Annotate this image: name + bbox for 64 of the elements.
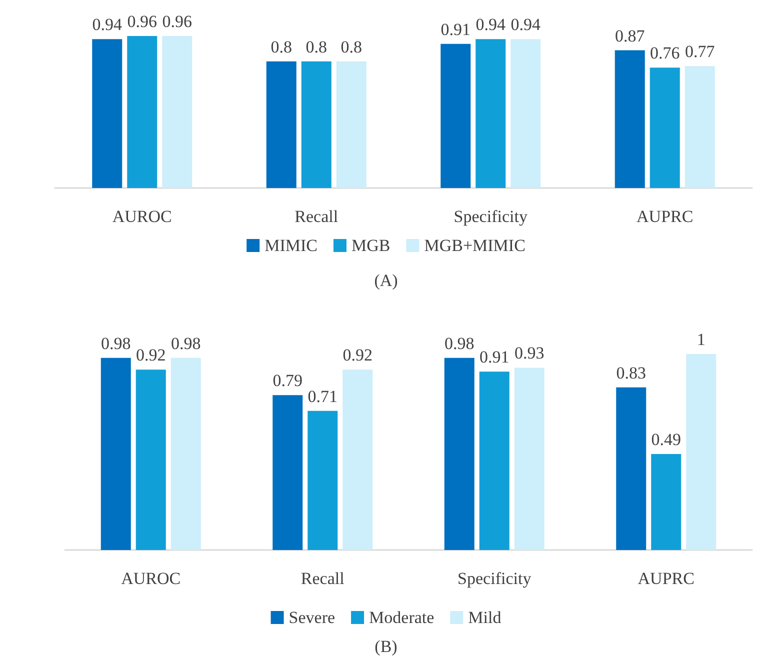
data-label: 0.8 xyxy=(270,37,292,56)
data-label: 0.94 xyxy=(510,15,541,34)
bar xyxy=(92,39,122,188)
bar xyxy=(336,61,366,188)
data-label: 0.94 xyxy=(476,15,506,34)
data-label: 0.79 xyxy=(272,371,302,390)
data-label: 0.92 xyxy=(342,346,372,365)
data-label: 0.8 xyxy=(340,37,362,56)
bar xyxy=(684,66,715,188)
data-label: 0.92 xyxy=(136,346,166,365)
legend-label: MGB xyxy=(351,236,390,255)
data-label: 0.8 xyxy=(306,37,327,56)
data-label: 0.98 xyxy=(101,334,131,353)
legend-label: Moderate xyxy=(369,608,434,627)
bar xyxy=(476,39,506,188)
bar xyxy=(301,61,332,188)
data-label: 0.98 xyxy=(171,334,201,353)
bar xyxy=(614,50,645,188)
bar xyxy=(514,368,544,550)
data-label: 0.76 xyxy=(650,44,680,63)
bar xyxy=(444,358,474,550)
legend-label: Severe xyxy=(288,608,336,627)
data-label: 0.91 xyxy=(440,20,470,39)
x-tick-label: AUPRC xyxy=(638,569,694,588)
text: (A) xyxy=(374,271,398,290)
bar xyxy=(616,387,646,550)
legend-label: Mild xyxy=(468,608,502,627)
bar xyxy=(272,395,303,550)
legend-label: MGB+MIMIC xyxy=(424,236,526,255)
x-tick-label: AUROC xyxy=(121,569,181,588)
data-label: 0.87 xyxy=(615,26,646,46)
data-label: 1 xyxy=(696,330,706,349)
x-tick-label: Recall xyxy=(294,207,338,226)
data-label: 0.71 xyxy=(308,386,338,406)
bar xyxy=(479,372,510,550)
bar xyxy=(686,354,716,550)
bar xyxy=(308,410,338,550)
data-label: 0.49 xyxy=(651,430,681,449)
data-label: 0.77 xyxy=(685,42,716,62)
data-label: 0.94 xyxy=(92,15,122,34)
x-tick-label: Specificity xyxy=(458,569,532,588)
bar xyxy=(266,61,296,188)
bar xyxy=(510,39,541,188)
legend-label: MIMIC xyxy=(264,236,318,255)
data-label: 0.93 xyxy=(514,344,544,363)
bar xyxy=(136,370,166,550)
bar xyxy=(127,36,158,188)
bar xyxy=(100,358,131,550)
bar xyxy=(650,68,680,188)
bar xyxy=(170,358,201,550)
bar xyxy=(651,454,682,550)
bar xyxy=(342,370,373,550)
bar xyxy=(162,36,192,188)
x-tick-label: Specificity xyxy=(454,207,528,226)
data-label: 0.96 xyxy=(127,12,157,31)
data-label: 0.98 xyxy=(444,334,474,353)
data-label: 0.91 xyxy=(480,348,510,367)
bar xyxy=(440,44,471,188)
data-label: 0.96 xyxy=(162,12,192,31)
x-tick-label: AUPRC xyxy=(636,207,694,226)
data-label: 0.83 xyxy=(616,363,646,382)
x-tick-label: AUROC xyxy=(112,207,172,226)
x-tick-label: Recall xyxy=(300,569,345,588)
text: (B) xyxy=(374,637,398,656)
